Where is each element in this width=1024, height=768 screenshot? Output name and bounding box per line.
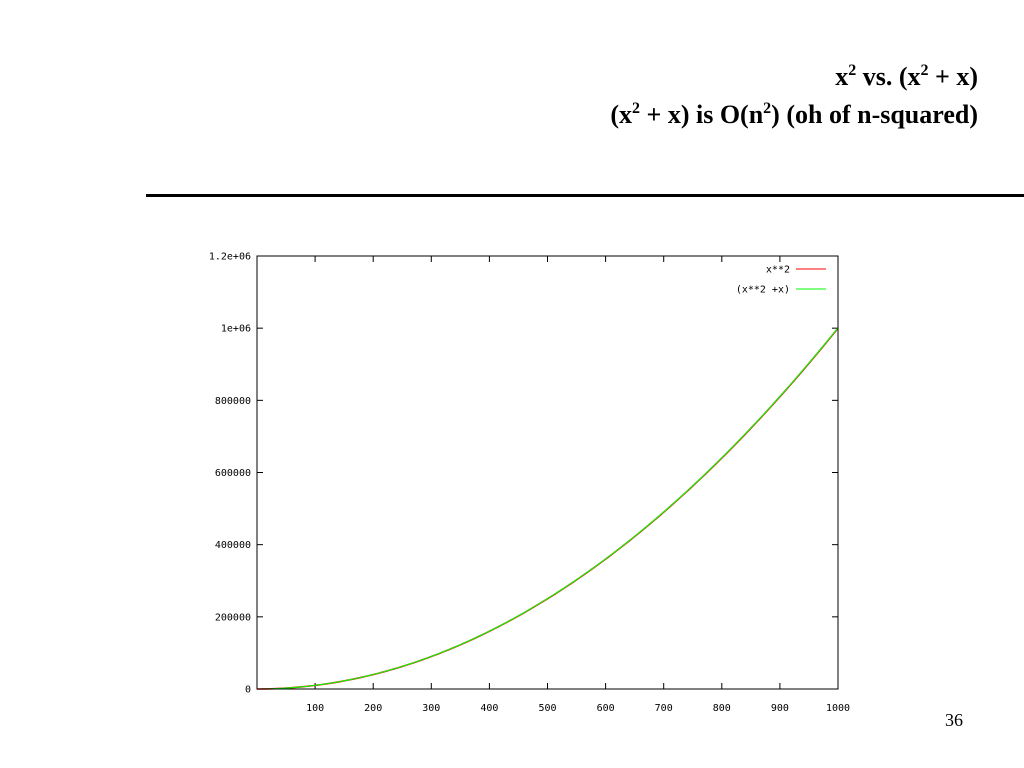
title-line-2: (x2 + x) is O(n2) (oh of n-squared) (610, 96, 978, 134)
x-tick-label: 500 (538, 703, 556, 714)
x-tick-label: 700 (655, 703, 673, 714)
y-tick-label: 200000 (215, 612, 251, 623)
series-line-x-squared (256, 327, 839, 690)
title-text: vs. (x (856, 62, 921, 91)
title-text: + x) is O(n (640, 100, 764, 129)
x-tick-label: 200 (364, 703, 382, 714)
legend-label: (x**2 +x) (736, 285, 790, 296)
x-tick-label: 100 (306, 703, 324, 714)
series-line-x-squared-plus-x (256, 327, 839, 690)
title-line-1: x2 vs. (x2 + x) (610, 58, 978, 96)
y-tick-label: 800000 (215, 396, 251, 407)
title-text: x (835, 62, 849, 91)
plot-frame (256, 255, 839, 690)
y-tick-label: 400000 (215, 540, 251, 551)
y-tick-label: 600000 (215, 468, 251, 479)
title-superscript: 2 (763, 100, 772, 117)
x-tick-label: 800 (713, 703, 731, 714)
legend: x**2 (x**2 +x) (736, 265, 826, 296)
x-tick-label: 300 (422, 703, 440, 714)
axis-ticks: 0 200000 400000 600000 800000 1e+06 1.2e+06 100… (209, 252, 850, 715)
title-text: ) (oh of n-squared) (771, 100, 978, 129)
y-tick-label: 1.2e+06 (209, 252, 251, 263)
legend-label: x**2 (766, 265, 790, 276)
title-text: (x (610, 100, 632, 129)
y-tick-label: 1e+06 (221, 324, 251, 335)
title-superscript: 2 (632, 100, 640, 117)
y-tick-label: 0 (245, 685, 251, 696)
title-divider (146, 194, 1024, 197)
slide-title: x2 vs. (x2 + x) (x2 + x) is O(n2) (oh of… (610, 58, 978, 134)
series-lines (256, 327, 839, 690)
page-number: 36 (945, 710, 963, 730)
title-superscript: 2 (920, 62, 929, 79)
x-tick-label: 900 (771, 703, 789, 714)
title-superscript: 2 (848, 62, 857, 79)
x-tick-label: 1000 (826, 703, 850, 714)
x-tick-label: 600 (597, 703, 615, 714)
x-tick-label: 400 (480, 703, 498, 714)
title-text: + x) (928, 62, 978, 91)
